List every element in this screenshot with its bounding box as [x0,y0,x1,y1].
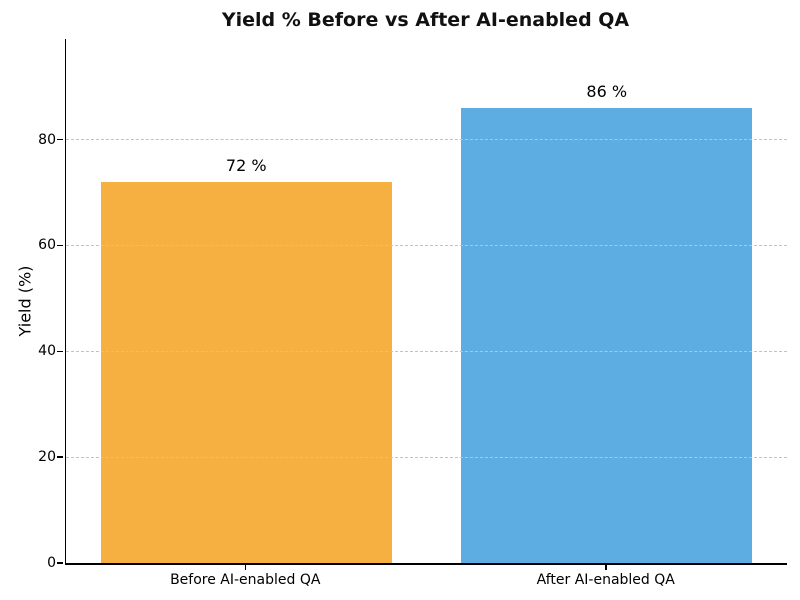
gridline [66,245,787,247]
y-axis-tick [57,350,64,353]
y-axis-label: Yield (%) [15,265,35,337]
y-axis-tick-label: 80 [38,131,56,148]
y-axis-tick-label: 40 [38,343,56,360]
chart-title: Yield % Before vs After AI-enabled QA [221,9,630,31]
x-axis-category-label: Before AI-enabled QA [170,572,321,588]
y-axis-tick-label: 20 [38,449,56,466]
bar-value-label: 86 % [586,81,628,101]
y-axis-tick-label: 60 [38,237,56,254]
bar-0 [100,181,392,563]
gridline [66,139,787,141]
x-axis-tick [605,565,607,570]
bar-1 [461,107,753,563]
x-axis-tick [244,565,246,570]
bar-value-label: 72 % [225,155,267,175]
gridline [66,456,787,458]
plot-area: 72 % 86 % [65,39,787,565]
y-axis-tick-label: 0 [47,555,56,571]
y-axis-tick [57,562,64,564]
gridline [66,350,787,352]
y-axis-tick [57,244,64,247]
y-axis-tick [57,138,64,141]
y-axis-tick [57,456,64,458]
x-axis-category-label: After AI-enabled QA [536,572,675,588]
